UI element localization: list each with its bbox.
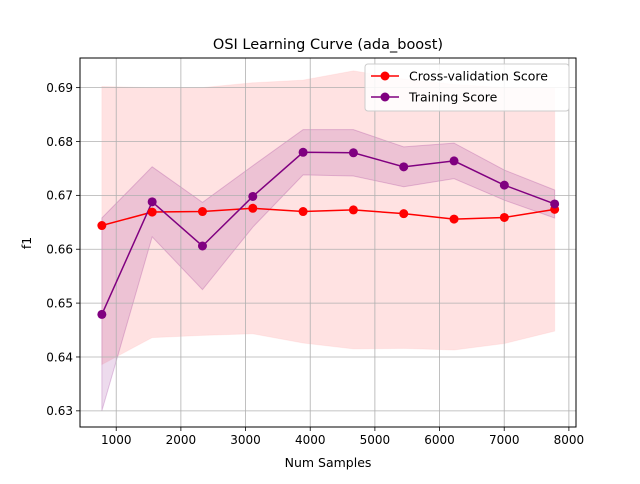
data-point-training-8 [499,180,509,190]
data-point-cross-validation-1 [147,207,157,217]
chart-title: OSI Learning Curve (ada_boost) [213,37,443,53]
data-point-training-7 [449,156,459,166]
data-point-training-6 [399,162,409,172]
legend-marker-training [380,92,390,102]
x-tick-label-3: 4000 [295,433,326,447]
legend-label-cv: Cross-validation Score [409,69,548,84]
data-point-training-5 [348,148,358,158]
series-line-cross-validation [101,207,555,227]
confidence-band-cross-validation [101,70,556,366]
data-point-training-0 [97,309,107,319]
x-tick-label-6: 7000 [489,433,520,447]
data-point-training-2 [197,241,207,251]
x-tick-label-1: 2000 [166,433,197,447]
y-tick-label-0: 0.63 [46,404,73,418]
legend-marker-cv [380,71,390,81]
data-point-training-1 [147,197,157,207]
confidence-bands [101,70,556,411]
confidence-band-training [101,129,556,411]
y-axis-ticks: 0.63 0.64 0.65 0.66 0.67 0.68 0.69 [46,81,80,418]
data-point-cross-validation-2 [197,207,207,217]
data-point-cross-validation-0 [97,221,107,231]
data-point-cross-validation-7 [449,214,459,224]
y-tick-label-3: 0.66 [46,243,73,257]
plot-frame [79,57,577,428]
x-tick-label-4: 5000 [360,433,391,447]
data-point-cross-validation-5 [348,205,358,215]
y-tick-label-1: 0.64 [46,350,73,364]
y-tick-label-6: 0.69 [46,81,73,95]
series-markers [97,147,560,319]
x-tick-label-0: 1000 [101,433,132,447]
y-axis-label: f1 [19,237,34,249]
x-tick-label-2: 3000 [230,433,261,447]
x-axis-label: Num Samples [285,455,372,470]
data-point-cross-validation-4 [298,207,308,217]
legend: Cross-validation Score Training Score [364,63,570,112]
data-point-training-3 [248,191,258,201]
x-tick-label-5: 6000 [424,433,455,447]
data-point-cross-validation-3 [248,203,258,213]
data-point-training-4 [298,147,308,157]
y-tick-label-4: 0.67 [46,189,73,203]
x-tick-label-7: 8000 [554,433,585,447]
y-tick-label-5: 0.68 [46,135,73,149]
legend-box [364,63,570,112]
series-line-training [101,151,555,315]
x-axis-ticks: 1000 2000 3000 4000 5000 6000 7000 8000 [101,427,584,447]
data-point-training-9 [550,199,560,209]
y-tick-label-2: 0.65 [46,296,73,310]
series-lines [101,151,555,315]
legend-label-training: Training Score [408,90,498,105]
data-point-cross-validation-6 [399,209,409,219]
data-point-cross-validation-8 [499,212,509,222]
